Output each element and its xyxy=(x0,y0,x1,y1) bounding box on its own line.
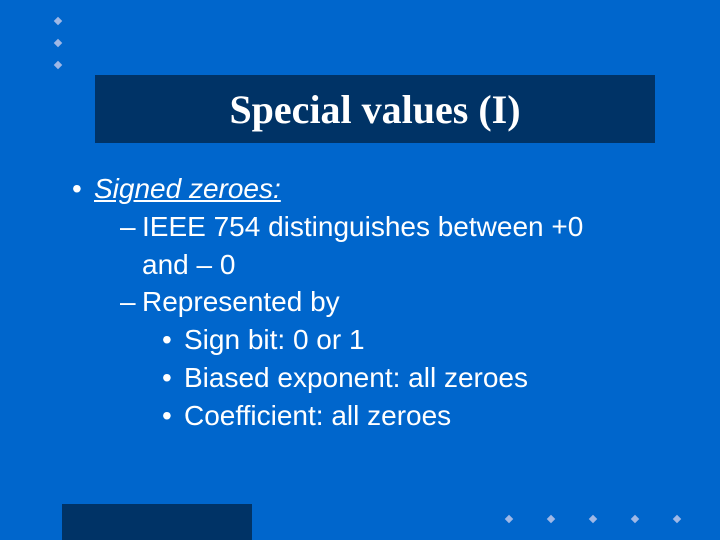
slide-body: •Signed zeroes: –IEEE 754 distinguishes … xyxy=(72,170,652,435)
bullet-icon: • xyxy=(162,359,184,397)
bullet-level-1: •Signed zeroes: xyxy=(72,170,652,208)
bullet-text: Coefficient: all zeroes xyxy=(184,400,451,431)
bullet-icon: • xyxy=(72,170,94,208)
bullet-level-3: •Biased exponent: all zeroes xyxy=(162,359,652,397)
diamond-icon xyxy=(505,515,513,523)
decorative-block-bottom xyxy=(62,504,252,540)
diamond-icon xyxy=(673,515,681,523)
bullet-level-3: •Coefficient: all zeroes xyxy=(162,397,652,435)
bullet-text: Represented by xyxy=(142,286,340,317)
dash-icon: – xyxy=(120,283,142,321)
diamond-icon xyxy=(547,515,555,523)
bullet-level-3: •Sign bit: 0 or 1 xyxy=(162,321,652,359)
bullet-text: IEEE 754 distinguishes between +0 xyxy=(142,211,583,242)
bullet-level-2: –IEEE 754 distinguishes between +0 xyxy=(120,208,652,246)
title-bar: Special values (I) xyxy=(95,75,655,143)
diamond-icon xyxy=(589,515,597,523)
diamond-icon xyxy=(631,515,639,523)
diamond-icon xyxy=(54,39,62,47)
slide-title: Special values (I) xyxy=(229,86,520,133)
bullet-text-continuation: and – 0 xyxy=(142,246,652,284)
bullet-icon: • xyxy=(162,397,184,435)
decorative-dots-top xyxy=(55,18,61,68)
dash-icon: – xyxy=(120,208,142,246)
bullet-text: Signed zeroes: xyxy=(94,173,281,204)
diamond-icon xyxy=(54,61,62,69)
bullet-text: Biased exponent: all zeroes xyxy=(184,362,528,393)
bullet-icon: • xyxy=(162,321,184,359)
diamond-icon xyxy=(54,17,62,25)
bullet-level-2: –Represented by xyxy=(120,283,652,321)
bullet-text: Sign bit: 0 or 1 xyxy=(184,324,365,355)
slide: Special values (I) •Signed zeroes: –IEEE… xyxy=(0,0,720,540)
decorative-dots-bottom xyxy=(506,516,680,522)
